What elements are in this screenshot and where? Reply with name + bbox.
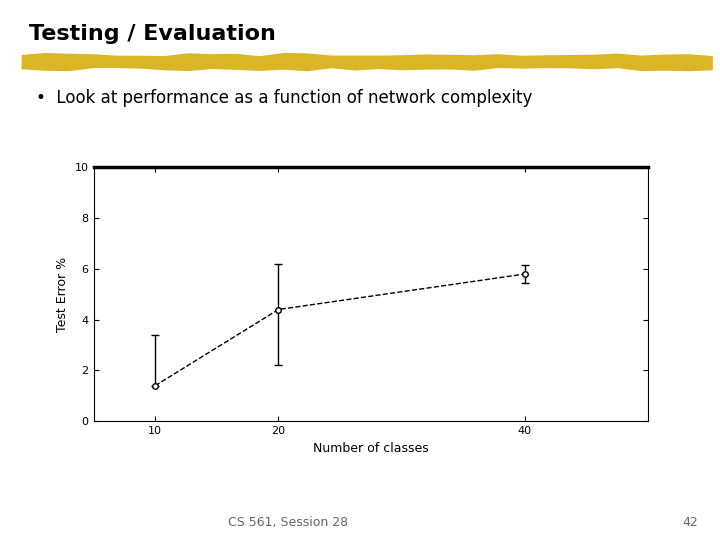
Text: •  Look at performance as a function of network complexity: • Look at performance as a function of n… bbox=[36, 89, 532, 107]
Polygon shape bbox=[22, 53, 713, 71]
Y-axis label: Test Error %: Test Error % bbox=[56, 256, 69, 332]
Text: 42: 42 bbox=[683, 516, 698, 529]
X-axis label: Number of classes: Number of classes bbox=[313, 442, 428, 455]
Text: Testing / Evaluation: Testing / Evaluation bbox=[29, 24, 276, 44]
Text: CS 561, Session 28: CS 561, Session 28 bbox=[228, 516, 348, 529]
